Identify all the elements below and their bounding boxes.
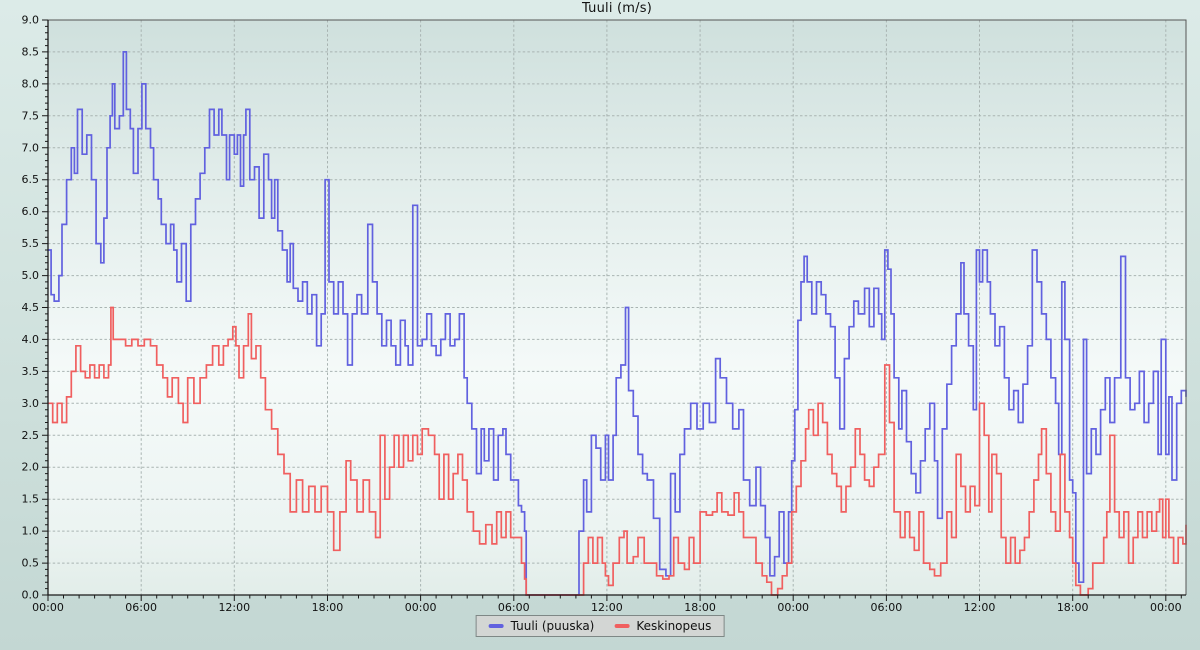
- svg-text:00:00: 00:00: [777, 601, 809, 614]
- svg-text:18:00: 18:00: [684, 601, 716, 614]
- svg-text:18:00: 18:00: [1057, 601, 1089, 614]
- svg-text:8.0: 8.0: [22, 77, 40, 90]
- svg-text:0.0: 0.0: [22, 589, 40, 602]
- chart-legend: Tuuli (puuska) Keskinopeus: [475, 615, 725, 637]
- svg-text:4.0: 4.0: [22, 333, 40, 346]
- svg-text:18:00: 18:00: [312, 601, 344, 614]
- gust-line-swatch-icon: [488, 624, 504, 628]
- svg-text:1.5: 1.5: [22, 493, 40, 506]
- svg-text:06:00: 06:00: [871, 601, 903, 614]
- svg-text:12:00: 12:00: [591, 601, 623, 614]
- svg-text:00:00: 00:00: [405, 601, 437, 614]
- average-line-swatch-icon: [614, 624, 630, 628]
- svg-text:7.0: 7.0: [22, 141, 40, 154]
- svg-text:06:00: 06:00: [125, 601, 157, 614]
- svg-text:00:00: 00:00: [1150, 601, 1182, 614]
- svg-text:3.0: 3.0: [22, 397, 40, 410]
- svg-text:06:00: 06:00: [498, 601, 530, 614]
- legend-label-gust: Tuuli (puuska): [510, 619, 595, 633]
- svg-text:12:00: 12:00: [964, 601, 996, 614]
- svg-text:00:00: 00:00: [32, 601, 64, 614]
- legend-item-gust: Tuuli (puuska): [488, 619, 595, 633]
- svg-text:2.0: 2.0: [22, 461, 40, 474]
- svg-text:1.0: 1.0: [22, 525, 40, 538]
- svg-text:5.0: 5.0: [22, 269, 40, 282]
- svg-text:3.5: 3.5: [22, 365, 40, 378]
- svg-text:4.5: 4.5: [22, 301, 40, 314]
- svg-text:7.5: 7.5: [22, 109, 40, 122]
- svg-text:12:00: 12:00: [218, 601, 250, 614]
- svg-text:5.5: 5.5: [22, 237, 40, 250]
- svg-text:2.5: 2.5: [22, 429, 40, 442]
- legend-item-average: Keskinopeus: [614, 619, 711, 633]
- svg-text:8.5: 8.5: [22, 45, 40, 58]
- chart-title: Tuuli (m/s): [582, 1, 652, 16]
- svg-text:9.0: 9.0: [22, 14, 40, 27]
- svg-text:0.5: 0.5: [22, 557, 40, 570]
- svg-text:6.0: 6.0: [22, 205, 40, 218]
- svg-text:6.5: 6.5: [22, 173, 40, 186]
- legend-label-average: Keskinopeus: [636, 619, 712, 633]
